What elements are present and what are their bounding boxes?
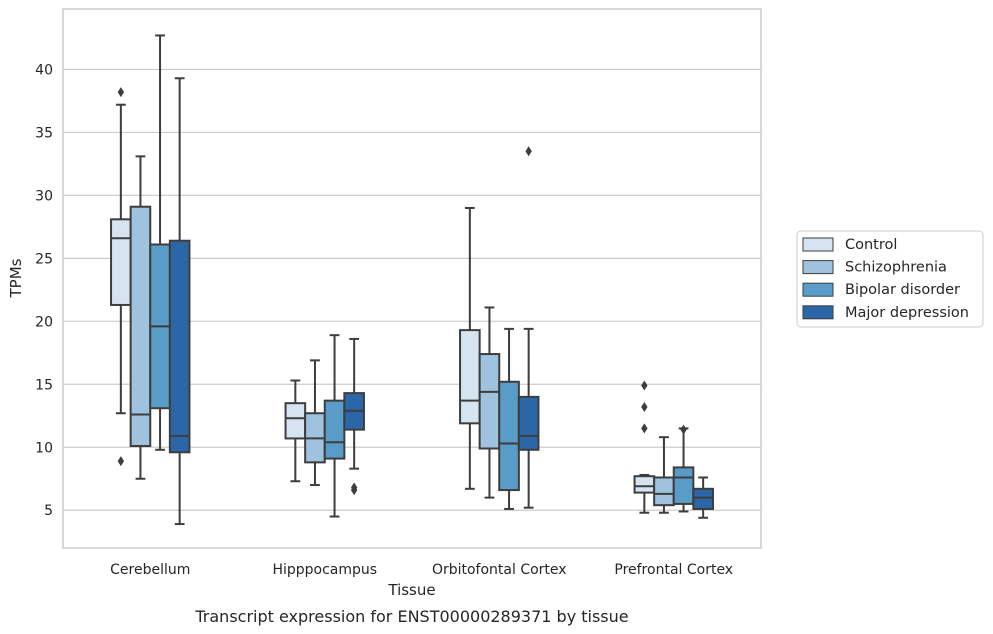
box-body (478, 353, 501, 450)
legend-label: Bipolar disorder (845, 282, 960, 298)
outlier-point (117, 87, 125, 98)
outlier-point (641, 401, 648, 412)
y-axis-label: TPMs (7, 258, 25, 298)
box (343, 337, 365, 496)
box-series-group (110, 34, 714, 526)
y-tick-label: 10 (35, 440, 53, 456)
legend-label: Major depression (845, 305, 969, 321)
chart-caption: Transcript expression for ENST0000028937… (194, 607, 628, 626)
box (129, 155, 152, 480)
box-body (168, 239, 191, 454)
y-tick-label: 20 (35, 314, 53, 330)
legend-swatch (802, 305, 834, 320)
series-bipolar-disorder (149, 34, 695, 518)
box (498, 327, 520, 510)
box-body (284, 402, 307, 440)
box-body (498, 380, 520, 492)
y-tick-label: 35 (35, 125, 53, 141)
outlier-point (117, 456, 125, 467)
outlier-point (641, 380, 648, 391)
y-tick-label: 30 (35, 188, 53, 204)
legend-item: Control (802, 237, 897, 253)
box (692, 476, 714, 519)
box-body (110, 218, 132, 306)
box (110, 87, 132, 467)
legend-label: Control (845, 237, 897, 253)
series-control (110, 87, 656, 514)
series-major-depression (168, 77, 714, 526)
legend-swatch (802, 260, 834, 275)
box-body (323, 399, 346, 460)
legend: Control Schizophrenia Bipolar disorder Majo… (796, 230, 984, 328)
legend-item: Major depression (802, 305, 969, 321)
box (304, 359, 326, 487)
box (323, 334, 346, 518)
box (284, 379, 307, 483)
x-tick-label: Cerebellum (110, 562, 190, 578)
outlier-point (525, 146, 532, 157)
outlier-point (350, 485, 358, 496)
y-tick-label: 40 (35, 62, 53, 78)
x-axis-label: Tissue (387, 581, 435, 599)
y-axis-ticks: 5 10 15 20 25 30 35 40 (35, 62, 53, 519)
outlier-point (680, 424, 687, 435)
box (478, 306, 501, 499)
legend-swatch (802, 282, 834, 297)
series-schizophrenia (129, 155, 675, 514)
box (653, 436, 675, 514)
box (149, 34, 171, 451)
box (517, 146, 540, 509)
legend-label: Schizophrenia (845, 260, 947, 276)
box-body (459, 329, 481, 425)
box-body (653, 476, 675, 507)
box-body (129, 205, 152, 447)
x-tick-label: Prefrontal Cortex (614, 562, 733, 578)
legend-item: Bipolar disorder (802, 282, 960, 298)
legend-swatch (802, 237, 834, 252)
box-body (672, 466, 695, 505)
box (168, 77, 191, 526)
box (672, 424, 695, 513)
legend-item: Schizophrenia (802, 260, 947, 276)
box (633, 380, 656, 514)
x-tick-label: Orbitofontal Cortex (432, 562, 567, 578)
box (459, 206, 481, 490)
box-body (692, 487, 714, 510)
y-tick-label: 25 (35, 251, 53, 267)
outlier-point (641, 423, 648, 434)
y-tick-label: 5 (44, 503, 53, 519)
box-body (633, 475, 656, 494)
x-tick-label: Hipppocampus (272, 562, 377, 578)
x-axis-ticks: Cerebellum Hipppocampus Orbitofontal Corte… (110, 562, 733, 578)
y-tick-label: 15 (35, 377, 53, 393)
plot-frame (62, 8, 762, 549)
box-body (517, 395, 540, 451)
legend-frame (796, 230, 984, 328)
